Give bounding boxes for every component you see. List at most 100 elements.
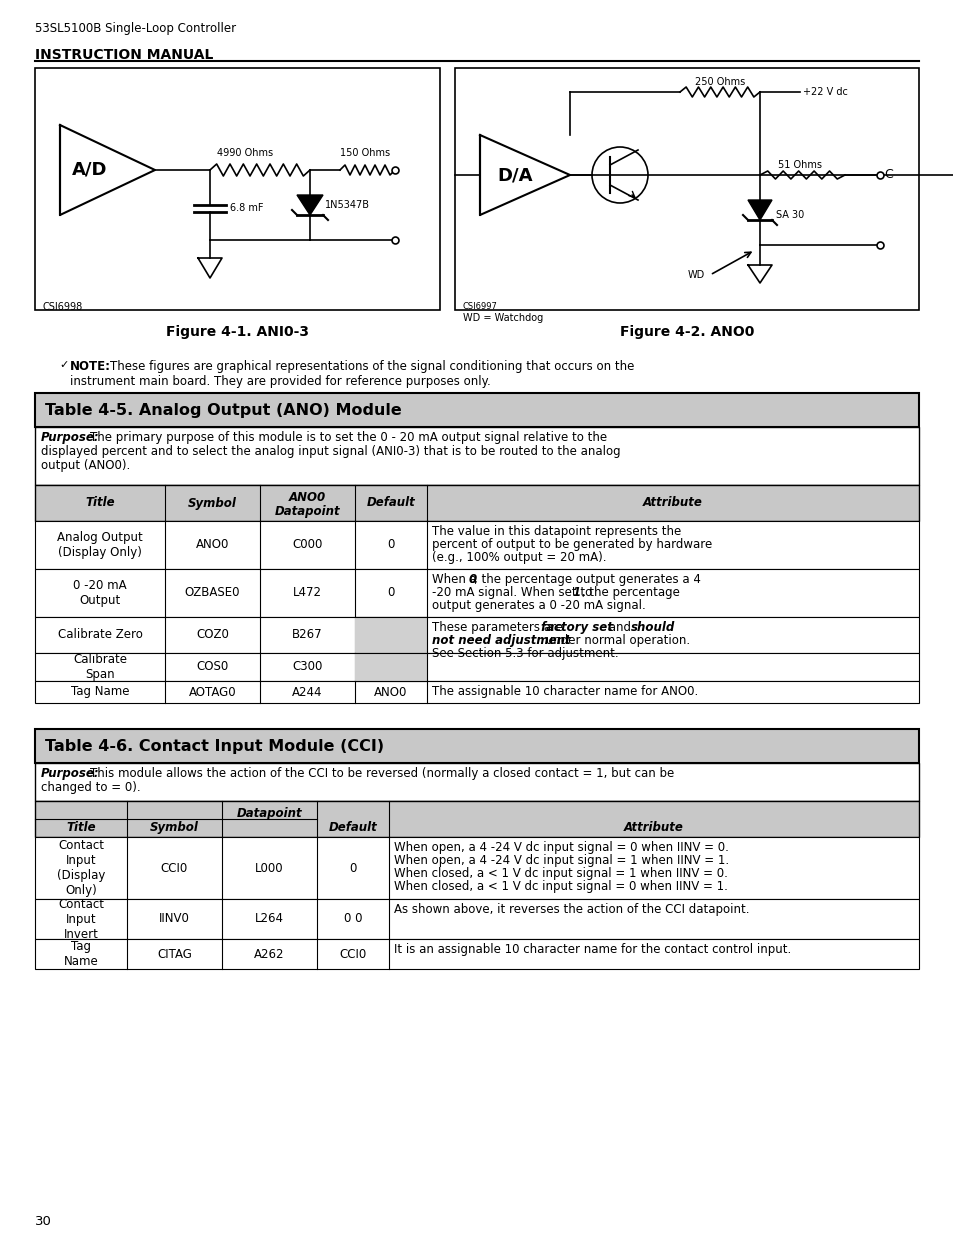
Text: 0 -20 mA
Output: 0 -20 mA Output (73, 579, 127, 606)
Text: L000: L000 (254, 862, 283, 874)
Text: SA 30: SA 30 (775, 210, 803, 220)
Bar (455, 68, 918, 310)
Bar (35, 729, 918, 763)
Text: output (ANO0).: output (ANO0). (41, 459, 131, 472)
Text: instrument main board. They are provided for reference purposes only.: instrument main board. They are provided… (70, 375, 490, 388)
Text: B267: B267 (292, 629, 322, 641)
Polygon shape (747, 200, 771, 220)
Polygon shape (479, 135, 569, 215)
Text: CSI6997: CSI6997 (462, 303, 497, 311)
Text: L264: L264 (254, 913, 284, 925)
Polygon shape (198, 258, 222, 278)
Text: , the percentage: , the percentage (578, 585, 679, 599)
Text: D/A: D/A (497, 165, 532, 184)
Text: displayed percent and to select the analog input signal (ANI0-3) that is to be r: displayed percent and to select the anal… (41, 445, 620, 458)
Text: Contact
Input
Invert: Contact Input Invert (58, 898, 104, 941)
Text: It is an assignable 10 character name for the contact control input.: It is an assignable 10 character name fo… (394, 944, 790, 956)
Text: ANO0: ANO0 (195, 538, 229, 552)
Text: This module allows the action of the CCI to be reversed (normally a closed conta: This module allows the action of the CCI… (90, 767, 674, 781)
Text: These figures are graphical representations of the signal conditioning that occu: These figures are graphical representati… (110, 359, 634, 373)
Text: NOTE:: NOTE: (70, 359, 111, 373)
Text: CCI0: CCI0 (339, 947, 366, 961)
Text: 4990 Ohms: 4990 Ohms (216, 148, 273, 158)
Bar (35, 427, 918, 485)
Text: Default: Default (366, 496, 415, 510)
Bar (35, 837, 918, 899)
Text: should: should (630, 621, 675, 634)
Bar (35, 939, 918, 969)
Bar (35, 899, 918, 939)
Text: Contact
Input
(Display
Only): Contact Input (Display Only) (57, 839, 105, 897)
Polygon shape (747, 266, 771, 283)
Text: CCI0: CCI0 (161, 862, 188, 874)
Text: C: C (883, 168, 892, 182)
Bar (35, 521, 918, 569)
Text: Purpose:: Purpose: (41, 431, 99, 445)
Text: , the percentage output generates a 4: , the percentage output generates a 4 (474, 573, 700, 585)
Bar (355, 653, 427, 680)
Text: Figure 4-2. ANO0: Figure 4-2. ANO0 (619, 325, 754, 338)
Text: C000: C000 (292, 538, 322, 552)
Text: 0: 0 (468, 573, 476, 585)
Text: 30: 30 (35, 1215, 51, 1228)
Text: ANO0: ANO0 (289, 492, 326, 504)
Text: 250 Ohms: 250 Ohms (694, 77, 744, 86)
Text: 0 0: 0 0 (343, 913, 362, 925)
Text: -20 mA signal. When set to: -20 mA signal. When set to (432, 585, 596, 599)
Polygon shape (60, 125, 154, 215)
Text: A262: A262 (254, 947, 284, 961)
Text: A244: A244 (292, 685, 322, 699)
Text: +22 V dc: +22 V dc (802, 86, 847, 98)
Text: Figure 4-1. ANI0-3: Figure 4-1. ANI0-3 (166, 325, 309, 338)
Text: Calibrate
Span: Calibrate Span (73, 653, 127, 680)
Bar (355, 618, 427, 653)
Text: CITAG: CITAG (157, 947, 192, 961)
Text: 1N5347B: 1N5347B (325, 200, 370, 210)
Text: 6.8 mF: 6.8 mF (230, 203, 263, 212)
Bar (35, 68, 439, 310)
Text: 0: 0 (387, 587, 395, 599)
Text: Table 4-6. Contact Input Module (CCI): Table 4-6. Contact Input Module (CCI) (45, 739, 384, 753)
Text: ANO0: ANO0 (374, 685, 407, 699)
Text: 1: 1 (572, 585, 580, 599)
Text: L472: L472 (293, 587, 322, 599)
Text: percent of output to be generated by hardware: percent of output to be generated by har… (432, 538, 712, 551)
Bar (35, 618, 918, 653)
Text: These parameters are: These parameters are (432, 621, 566, 634)
Text: Title: Title (66, 821, 95, 834)
Text: IINV0: IINV0 (159, 913, 190, 925)
Text: Table 4-5. Analog Output (ANO) Module: Table 4-5. Analog Output (ANO) Module (45, 403, 401, 417)
Text: When open, a 4 -24 V dc input signal = 0 when IINV = 0.: When open, a 4 -24 V dc input signal = 0… (394, 841, 728, 853)
Text: COZ0: COZ0 (196, 629, 229, 641)
Text: 51 Ohms: 51 Ohms (778, 161, 821, 170)
Text: Tag Name: Tag Name (71, 685, 129, 699)
Text: When a: When a (432, 573, 480, 585)
Text: and: and (604, 621, 634, 634)
Bar (35, 569, 918, 618)
Text: AOTAG0: AOTAG0 (189, 685, 236, 699)
Text: The primary purpose of this module is to set the 0 - 20 mA output signal relativ: The primary purpose of this module is to… (90, 431, 606, 445)
Bar (35, 802, 918, 837)
Text: OZBASE0: OZBASE0 (185, 587, 240, 599)
Text: Tag
Name: Tag Name (64, 940, 98, 968)
Text: under normal operation.: under normal operation. (541, 634, 690, 647)
Text: INSTRUCTION MANUAL: INSTRUCTION MANUAL (35, 48, 213, 62)
Text: See Section 5.3 for adjustment.: See Section 5.3 for adjustment. (432, 647, 618, 659)
Text: output generates a 0 -20 mA signal.: output generates a 0 -20 mA signal. (432, 599, 645, 613)
Text: WD = Watchdog: WD = Watchdog (462, 312, 542, 324)
Text: COS0: COS0 (196, 661, 229, 673)
Text: Attribute: Attribute (623, 821, 683, 834)
Text: The assignable 10 character name for ANO0.: The assignable 10 character name for ANO… (432, 685, 698, 698)
Text: 150 Ohms: 150 Ohms (339, 148, 390, 158)
Text: Title: Title (85, 496, 114, 510)
Text: When open, a 4 -24 V dc input signal = 1 when IINV = 1.: When open, a 4 -24 V dc input signal = 1… (394, 853, 728, 867)
Text: Purpose:: Purpose: (41, 767, 99, 781)
Text: (e.g., 100% output = 20 mA).: (e.g., 100% output = 20 mA). (432, 551, 606, 564)
Text: When closed, a < 1 V dc input signal = 1 when IINV = 0.: When closed, a < 1 V dc input signal = 1… (394, 867, 727, 881)
Bar (35, 680, 918, 703)
Text: ✓: ✓ (60, 359, 72, 370)
Text: A/D: A/D (72, 161, 108, 179)
Bar (35, 653, 918, 680)
Text: changed to = 0).: changed to = 0). (41, 781, 140, 794)
Text: Calibrate Zero: Calibrate Zero (57, 629, 142, 641)
